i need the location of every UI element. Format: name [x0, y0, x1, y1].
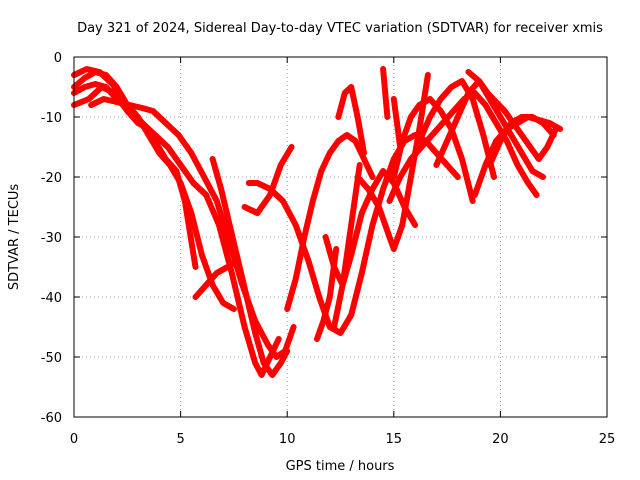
y-tick-label: -10 [41, 111, 62, 126]
plot-frame [73, 56, 608, 418]
y-tick-label: -50 [41, 351, 62, 366]
series-line-track-26 [390, 96, 404, 150]
series-line-track-8 [241, 144, 295, 216]
series-line-track-6 [88, 96, 297, 360]
x-tick-label: 20 [492, 432, 509, 447]
series-line-track-12 [314, 246, 340, 342]
x-tick-label: 10 [279, 432, 296, 447]
series-line-track-25 [486, 114, 557, 168]
series-line-track-4 [71, 81, 282, 378]
y-tick-label: -30 [41, 231, 62, 246]
y-axis-title: SDTVAR / TECUs [7, 184, 22, 291]
series-line-track-15 [322, 168, 419, 288]
series-line-track-5 [71, 84, 152, 132]
axis-ticks: 0 5 10 15 20 25 0 -10 -20 -30 -40 -50 -60 [41, 51, 616, 447]
series-line-track-18 [354, 72, 431, 252]
y-tick-label: 0 [54, 51, 62, 66]
y-tick-label: -60 [41, 411, 62, 426]
series-line-track-10 [254, 180, 355, 336]
series-line-track-13 [331, 162, 363, 330]
data-series [71, 66, 564, 378]
series-line-track-17 [380, 66, 391, 120]
x-tick-label: 0 [70, 432, 78, 447]
x-tick-label: 5 [176, 432, 184, 447]
x-tick-label: 25 [599, 432, 616, 447]
series-line-track-11 [284, 132, 376, 312]
chart-title: Day 321 of 2024, Sidereal Day-to-day VTE… [77, 21, 603, 36]
y-tick-label: -40 [41, 291, 62, 306]
x-tick-label: 15 [386, 432, 403, 447]
x-axis-title: GPS time / hours [286, 459, 395, 474]
series-line-track-7 [209, 156, 291, 378]
series-line-track-21 [416, 78, 497, 180]
y-tick-label: -20 [41, 171, 62, 186]
series-line-track-19 [390, 96, 476, 204]
series-line-track-14 [335, 84, 367, 156]
